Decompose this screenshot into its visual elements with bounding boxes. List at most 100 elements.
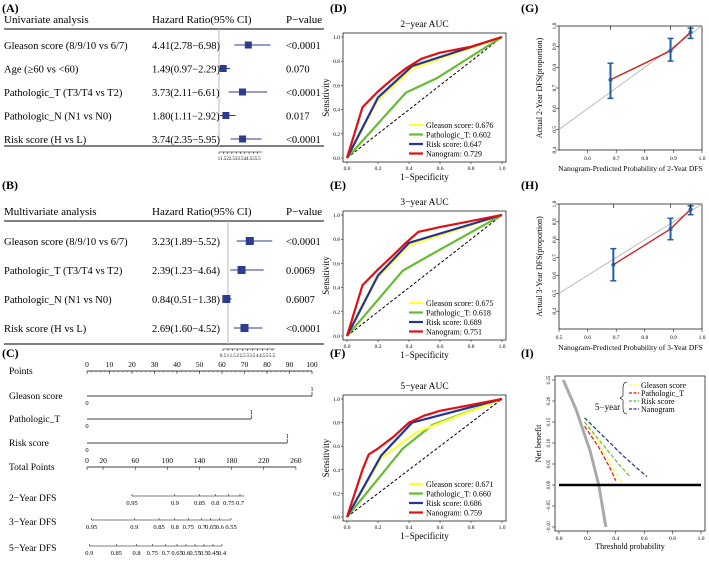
forest-hr-square [244, 41, 252, 49]
calibration-y-label: Actual 3-Year DFS(proportion) [535, 216, 544, 317]
calibration-y-tick-label: 0.8 [552, 64, 558, 71]
forest-plot-multivariate: Multivariate analysis Hazard Ratio(95% CI… [4, 206, 324, 359]
calibration-2-year: 0.6 0.7 0.8 0.9 1.0 0.4 0.5 0.6 0.7 0.8 0.9 1.0 Nano… [535, 22, 706, 173]
roc-x-label: 1−Specificity [400, 350, 449, 360]
calibration-x-tick-label: 0.8 [641, 335, 648, 341]
forest-row-p: <0.0001 [286, 88, 321, 99]
forest-row-name: Pathologic_N (N1 vs N0) [4, 112, 112, 123]
nomogram-tick-label: 220 [258, 456, 270, 465]
roc-x-tick-label: 0.8 [468, 344, 475, 350]
roc-legend-label: Gleason score: 0.675 [426, 299, 493, 308]
nomogram-tick-label: 90 [286, 360, 294, 369]
dca-curve-risk-score [584, 421, 631, 478]
roc-x-tick-label: 1.0 [499, 525, 506, 531]
calibration-y-tick-label: 0.4 [552, 307, 558, 314]
nomogram-tick-label: 0.75 [223, 500, 234, 507]
calibration-y-tick-label: 0.6 [552, 105, 558, 112]
forest-axis-tick-label: 2.5 [229, 157, 236, 162]
forest-axis-tick-label: 5 [252, 157, 255, 162]
nomogram-row-label: Points [9, 367, 33, 377]
roc-y-tick-label: 0.4 [333, 468, 340, 474]
dca-legend-title: 5−year [595, 402, 620, 412]
roc-x-tick-label: 1.0 [499, 344, 506, 350]
dca-x-label: Threshold probability [595, 542, 665, 551]
calibration-x-label: Nanogram-Predicted Probability of 3-Yeat… [558, 343, 703, 352]
forest-header-hr: Hazard Ratio(95% CI) [152, 206, 252, 218]
nomogram-row-label: Gleason score [9, 392, 63, 402]
forest-row-p: <0.0001 [286, 237, 321, 248]
nomogram-tick-label: 260 [290, 456, 302, 465]
roc-y-tick-label: 0.0 [333, 156, 340, 162]
dca-y-tick-label: 0.10 [547, 438, 552, 447]
nomogram-level-label: 0 [85, 447, 88, 454]
roc-x-label: 1−Specificity [400, 172, 449, 182]
forest-row-p: 0.070 [286, 65, 310, 76]
calibration-point [688, 30, 693, 35]
roc-legend-label: Pathologic_T: 0.618 [426, 309, 491, 318]
dca-y-tick-label: 0.20 [547, 396, 552, 405]
nomogram-tick-label: 0.5 [200, 550, 208, 557]
forest-axis-tick-label: 5.5 [269, 354, 276, 359]
calibration-y-tick-label: 0.7 [552, 254, 558, 261]
nomogram-level-label: 1 [250, 409, 253, 416]
forest-hr-square [222, 112, 230, 119]
calibration-y-tick-label: 1.0 [552, 200, 558, 207]
calibration-curve [612, 208, 692, 266]
calibration-y-tick-label: 0.7 [552, 84, 558, 91]
roc-legend-label: Risk score: 0.647 [426, 140, 482, 149]
roc-x-tick-label: 0.8 [468, 166, 475, 172]
calibration-point [608, 77, 613, 82]
roc-diagonal [346, 398, 503, 518]
roc-curve-risk [346, 35, 503, 159]
roc-curve-pathT [346, 214, 503, 337]
nomogram-tick-label: 0.6 [216, 524, 225, 531]
dca-x-tick-label: 0.0 [556, 536, 563, 542]
nomogram-tick-label: 100 [162, 456, 174, 465]
nomogram-tick-label: 0.9 [85, 550, 93, 557]
forest-row-name: Pathologic_T (T3/T4 vs T2) [4, 266, 123, 277]
calibration-y-tick-label: 0.9 [552, 218, 558, 225]
roc-title: 2−year AUC [400, 20, 448, 30]
roc-y-tick-label: 0.8 [333, 421, 340, 427]
nomogram-tick-label: 0 [85, 456, 89, 465]
panel-label-f: (F) [330, 346, 345, 360]
forest-header-p: P−value [286, 206, 322, 218]
roc-y-tick-label: 0.2 [333, 132, 340, 138]
dca-x-tick-label: 0.8 [669, 536, 676, 542]
nomogram-tick-label: 0.55 [225, 524, 236, 531]
calibration-x-label: Nanogram-Predicted Probability of 2-Yeat… [558, 164, 703, 173]
roc-y-label: Sensitivity [321, 438, 331, 477]
forest-row-hr: 3.74(2.35−5.95) [152, 135, 221, 146]
calibration-point [611, 262, 616, 267]
roc-x-tick-label: 0.0 [344, 344, 351, 350]
forest-row-hr: 1.49(0.97−2.29) [152, 65, 221, 76]
forest-row-hr: 4.41(2.78−6.98) [152, 41, 221, 52]
forest-row-hr: 0.84(0.51−1.38) [152, 295, 221, 306]
forest-row-hr: 3.73(2.11−6.61) [152, 88, 220, 99]
roc-y-tick-label: 0.2 [333, 310, 340, 316]
calibration-point [668, 48, 673, 53]
calibration-x-tick-label: 0.5 [556, 335, 563, 341]
roc-curve-nomogram [345, 35, 503, 159]
forest-axis-tick-label: 5 [266, 354, 269, 359]
forest-hr-square [219, 65, 227, 72]
roc-5-year: 5−year AUC 1−Specificity Sensitivity 0.0 0.0… [321, 382, 507, 541]
roc-y-tick-label: 1.0 [333, 397, 340, 403]
panel-label-c: (C) [2, 346, 19, 360]
forest-row-p: <0.0001 [286, 135, 321, 146]
roc-curve-risk [346, 213, 503, 337]
roc-curve-nomogram [345, 397, 503, 518]
nomogram-row-label: 2−Year DFS [9, 494, 56, 504]
roc-y-label: Sensitivity [321, 78, 331, 117]
roc-title: 3−year AUC [400, 198, 448, 208]
calibration-point [668, 227, 673, 231]
roc-legend-label: Risk score: 0.686 [426, 499, 482, 508]
forest-row-name: Risk score (H vs L) [4, 324, 87, 335]
forest-hr-square [222, 295, 231, 303]
forest-axis-tick-label: 1 [227, 354, 230, 359]
nomogram-tick-label: 0.95 [126, 500, 137, 507]
roc-y-tick-label: 0.0 [333, 515, 340, 521]
forest-row-name: Age (≥60 vs <60) [4, 65, 79, 76]
nomogram-tick-label: 180 [226, 456, 238, 465]
nomogram-level-label: 0 [85, 400, 88, 407]
